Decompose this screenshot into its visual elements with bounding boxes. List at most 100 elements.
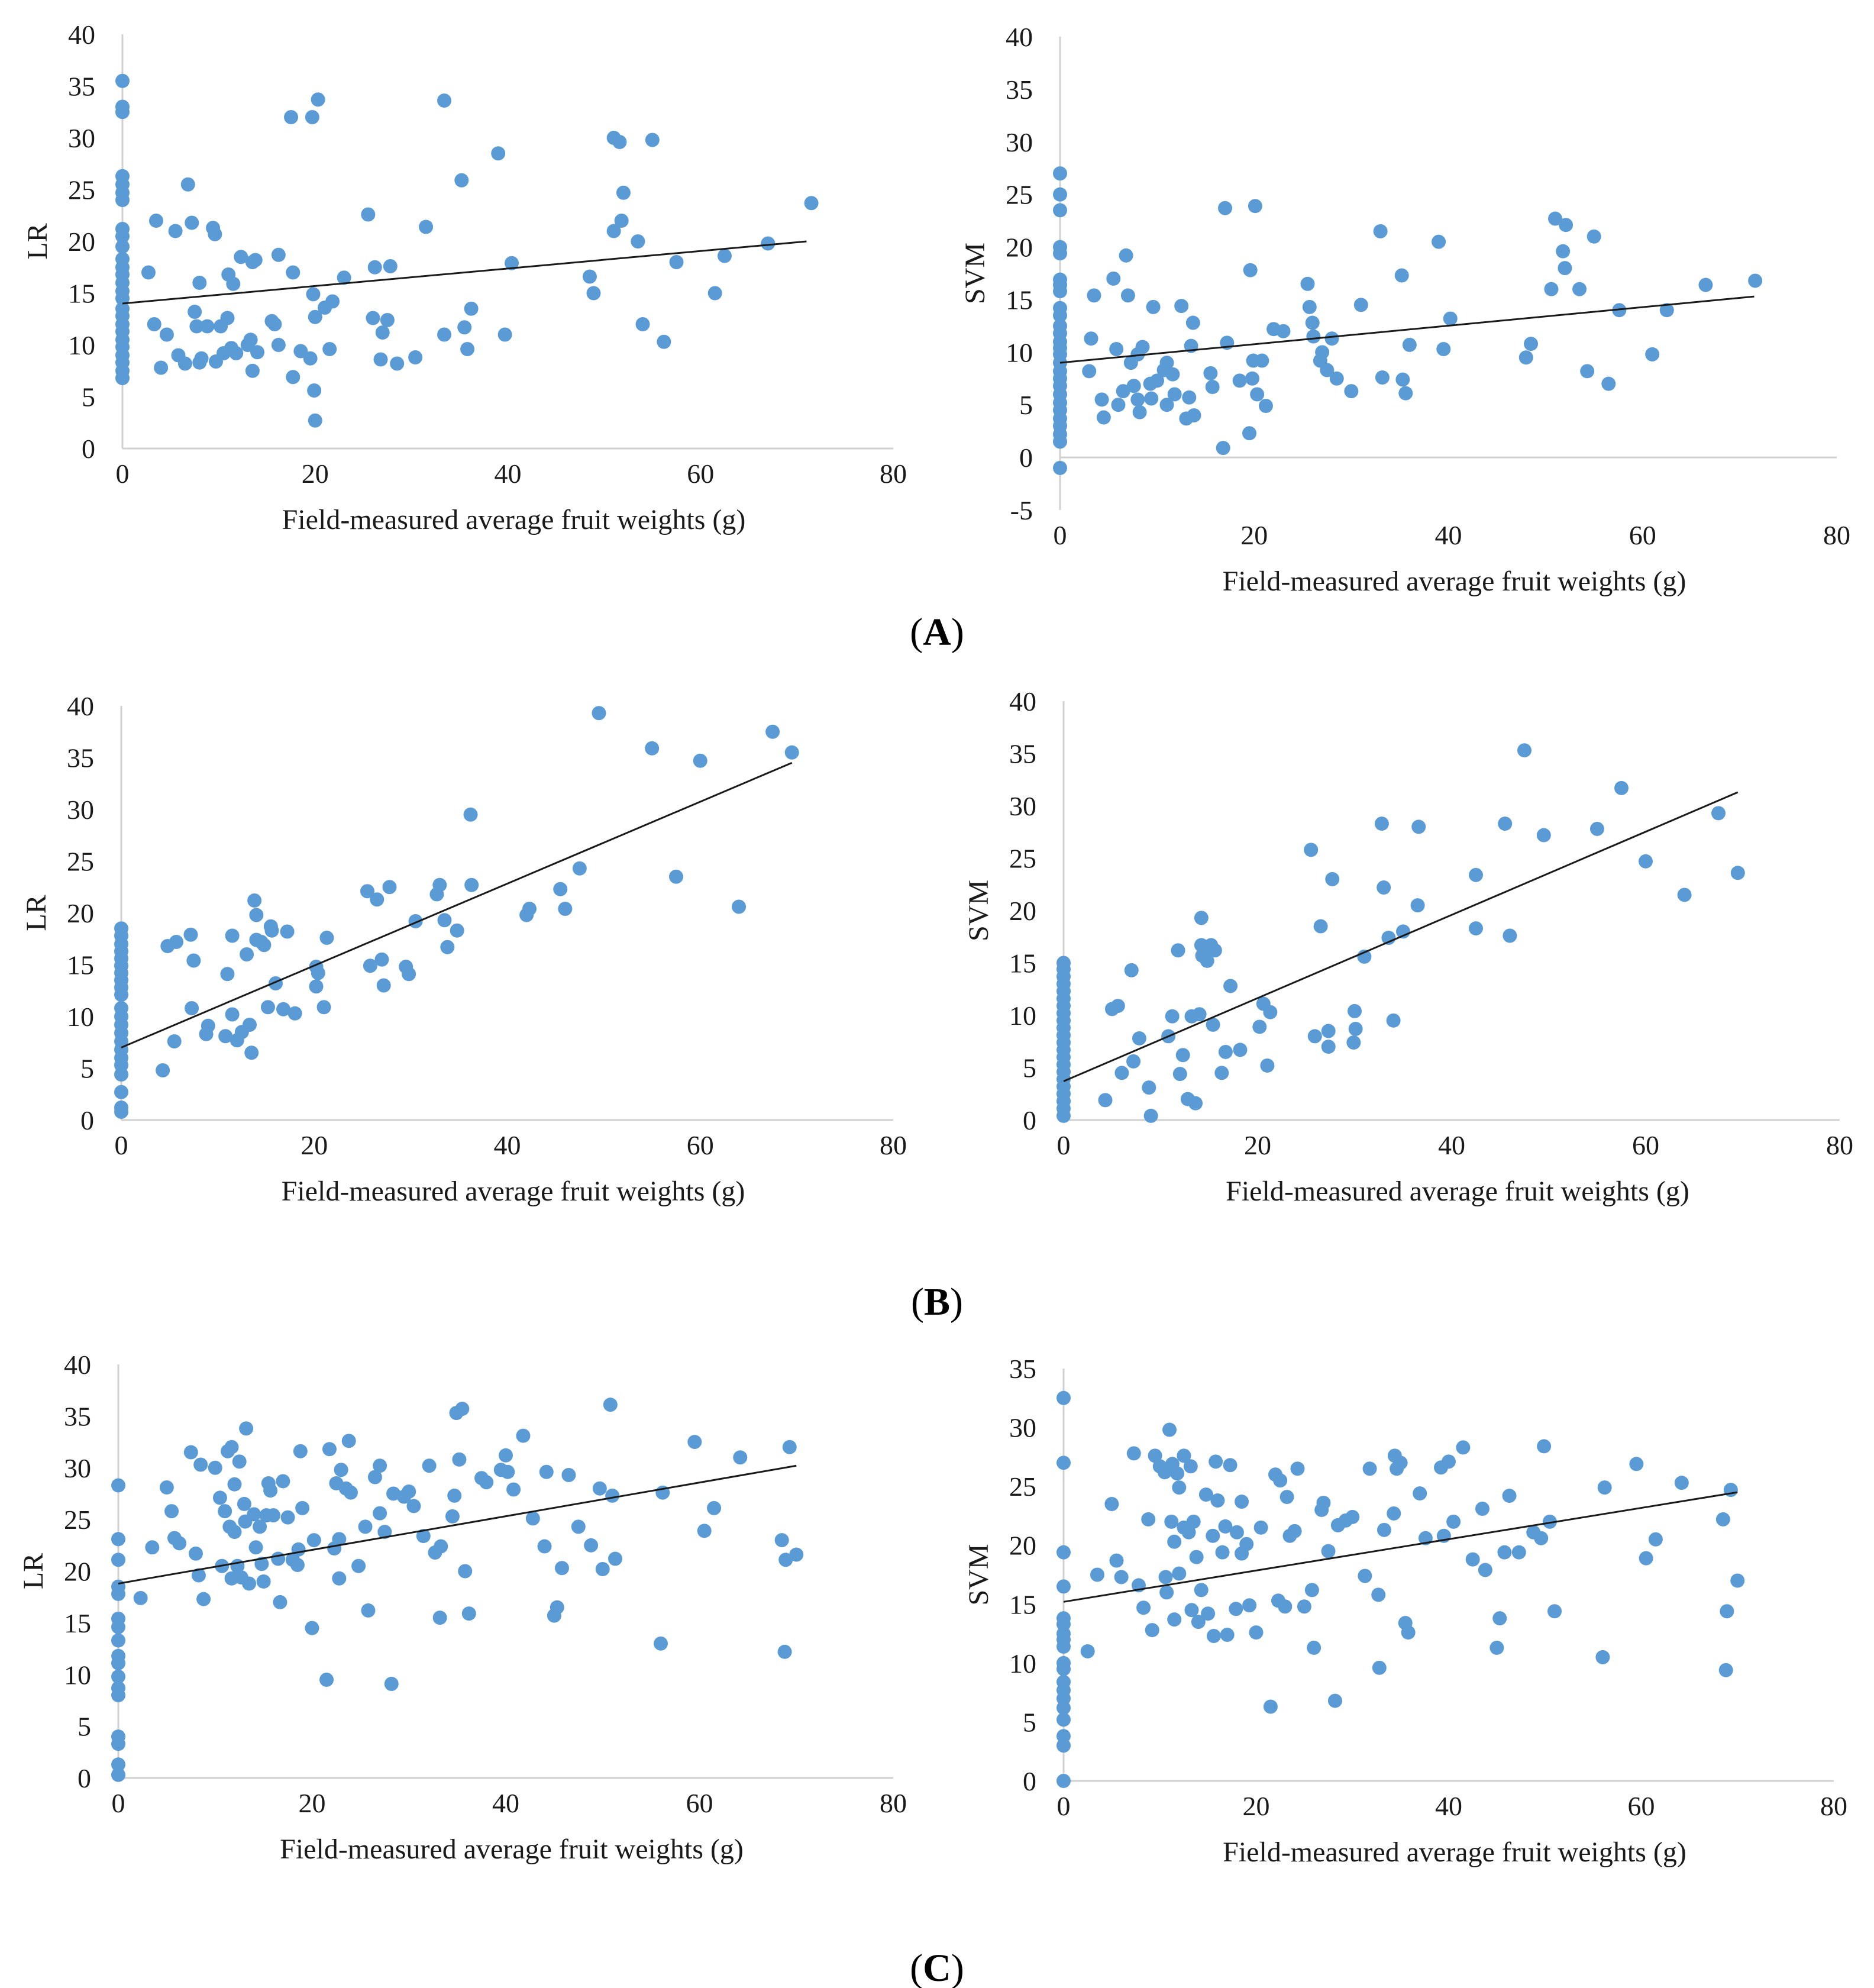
- scatter-point: [460, 342, 475, 356]
- scatter-point: [325, 294, 340, 309]
- scatter-point: [1377, 880, 1391, 895]
- scatter-point: [1321, 1040, 1336, 1054]
- panel-label-a: (A): [910, 611, 964, 654]
- scatter-point: [1475, 1501, 1489, 1516]
- scatter-point: [1711, 806, 1726, 821]
- scatter-point: [1130, 392, 1145, 407]
- scatter-point: [295, 1500, 310, 1515]
- scatter-point: [293, 344, 308, 359]
- scatter-point: [1216, 441, 1230, 456]
- scatter-point: [1159, 1585, 1174, 1600]
- scatter-point: [316, 1000, 331, 1015]
- y-tick-label: 40: [67, 691, 94, 721]
- scatter-point: [271, 338, 286, 352]
- scatter-point: [437, 327, 452, 342]
- scatter-point: [1469, 867, 1483, 882]
- scatter-point: [1104, 1497, 1119, 1512]
- scatter-point: [1171, 943, 1185, 958]
- x-tick-label: 20: [299, 1788, 326, 1818]
- scatter-point: [1659, 303, 1674, 318]
- scatter-point: [380, 313, 395, 327]
- scatter-point: [582, 269, 597, 284]
- scatter-point: [1098, 1093, 1113, 1108]
- y-tick-label: 0: [1023, 1766, 1036, 1796]
- scatter-point: [1082, 364, 1097, 379]
- scatter-point: [1214, 1066, 1229, 1080]
- scatter-point: [1194, 938, 1209, 953]
- scatter-point: [1056, 1390, 1071, 1405]
- scatter-point: [778, 1553, 793, 1567]
- scatter-point: [464, 301, 479, 316]
- y-tick-label: 5: [1023, 1053, 1036, 1083]
- scatter-point: [1373, 224, 1388, 238]
- scatter-point: [167, 1034, 182, 1048]
- scatter-point: [1374, 816, 1389, 831]
- scatter-point: [111, 1619, 125, 1634]
- scatter-point: [733, 1450, 748, 1465]
- scatter-point: [361, 1603, 376, 1618]
- scatter-point: [1215, 1545, 1230, 1560]
- scatter-point: [1590, 821, 1604, 836]
- y-tick-label: 30: [1006, 127, 1033, 157]
- scatter-point: [384, 1676, 399, 1691]
- scatter-point: [358, 1519, 373, 1534]
- trendline: [1063, 1491, 1738, 1603]
- scatter-point: [1307, 1029, 1322, 1044]
- scatter-point: [168, 224, 183, 238]
- scatter-point: [432, 1611, 447, 1625]
- y-tick-label: 30: [64, 1453, 91, 1483]
- scatter-point: [1320, 363, 1335, 377]
- scatter-point: [266, 1508, 280, 1523]
- scatter-point: [717, 248, 732, 263]
- scatter-point: [1220, 1628, 1235, 1642]
- scatter-point: [437, 913, 452, 928]
- y-tick-label: 0: [1023, 1105, 1036, 1135]
- scatter-point: [115, 229, 130, 244]
- scatter-point: [114, 1067, 128, 1082]
- scatter-point: [257, 938, 272, 953]
- scatter-point: [154, 360, 169, 375]
- trendline: [121, 761, 793, 1048]
- scatter-point: [497, 327, 512, 342]
- scatter-point: [1278, 1599, 1293, 1614]
- panel-label-c: (C): [910, 1947, 964, 1988]
- scatter-point: [605, 1488, 620, 1503]
- scatter-point: [208, 1460, 222, 1475]
- charts-layer: 0 5 10 15 20 25 30 35 40 0 20 40 60 80 Field-measured …: [18, 20, 1853, 1868]
- trendline: [1059, 295, 1755, 364]
- scatter-point: [1645, 347, 1660, 362]
- scatter-point: [191, 1568, 206, 1583]
- scatter-point: [1614, 780, 1629, 795]
- x-tick-label: 60: [1628, 1791, 1655, 1821]
- scatter-point: [1143, 1108, 1158, 1123]
- scatter-point: [183, 1445, 198, 1460]
- scatter-point: [1136, 1600, 1151, 1615]
- scatter-point: [687, 1435, 702, 1450]
- scatter-point: [1183, 1459, 1198, 1474]
- scatter-point: [1239, 1537, 1254, 1551]
- scatter-point: [208, 227, 222, 241]
- scatter-point: [145, 1540, 160, 1555]
- scatter-point: [1305, 315, 1320, 330]
- scatter-point: [1497, 1545, 1512, 1560]
- scatter-point: [201, 1018, 215, 1033]
- scatter-point: [1273, 1473, 1288, 1488]
- scatter-point: [1084, 331, 1098, 346]
- scatter-point: [645, 741, 660, 756]
- scatter-point: [1559, 218, 1573, 233]
- scatter-point: [1141, 1512, 1156, 1526]
- scatter-point: [592, 706, 606, 721]
- scatter-point: [305, 1621, 319, 1635]
- scatter-point: [111, 1586, 125, 1601]
- scatter-point: [386, 1486, 401, 1501]
- scatter-point: [732, 899, 746, 914]
- scatter-point: [280, 924, 295, 939]
- y-tick-label: 0: [80, 1105, 94, 1135]
- scatter-point: [612, 135, 627, 149]
- scatter-point: [273, 1595, 287, 1609]
- scatter-point: [188, 305, 202, 319]
- scatter-point: [1090, 1567, 1104, 1582]
- scatter-point: [286, 265, 301, 280]
- scatter-point: [1537, 1439, 1552, 1454]
- y-axis-title: LR: [21, 895, 52, 931]
